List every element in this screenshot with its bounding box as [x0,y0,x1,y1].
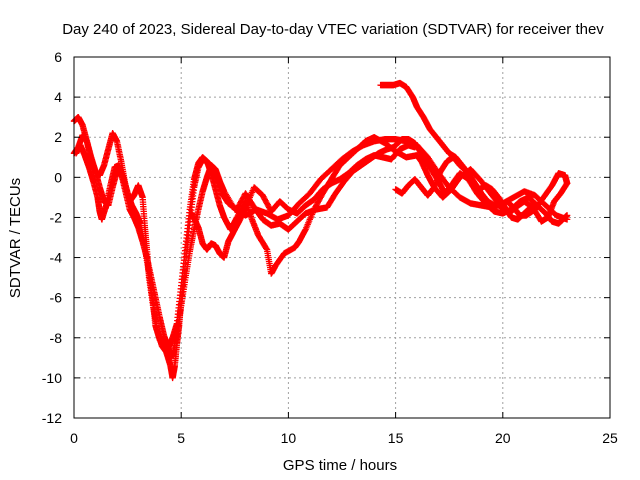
data-point [563,180,571,187]
series-track-b [70,114,571,382]
y-tick-label: -4 [50,250,63,266]
y-tick-label: -10 [42,370,62,386]
data-point [527,204,534,211]
x-tick-label: 20 [495,430,511,446]
chart-title: Day 240 of 2023, Sidereal Day-to-day VTE… [62,21,604,38]
y-tick-label: -8 [50,330,63,346]
plot-area [70,79,571,382]
data-point [263,245,270,252]
data-point [411,144,419,151]
series-track-f [392,154,534,223]
plot-frame [73,56,611,419]
x-tick-label: 0 [70,430,78,446]
x-axis-label: GPS time / hours [283,457,397,474]
x-tick-label: 25 [602,430,618,446]
y-tick-label: 2 [54,129,62,145]
x-tick-label: 10 [281,430,297,446]
series-track-e [377,79,571,219]
y-tick-label: 0 [54,169,62,185]
y-tick-label: -6 [50,290,63,306]
x-tick-label: 5 [177,430,185,446]
y-tick-label: 4 [54,89,62,105]
y-tick-label: -12 [42,410,62,426]
series-track-d [188,142,419,261]
x-tick-label: 15 [388,430,404,446]
data-point [563,212,571,219]
y-axis-label: SDTVAR / TECUs [7,178,24,298]
axis-ticks: 0 5 10 15 20 25 -12 -10 -8 -6 -4 -2 0 2 4 6 [42,49,618,446]
y-tick-label: -2 [50,209,63,225]
y-tick-label: 6 [54,49,62,65]
